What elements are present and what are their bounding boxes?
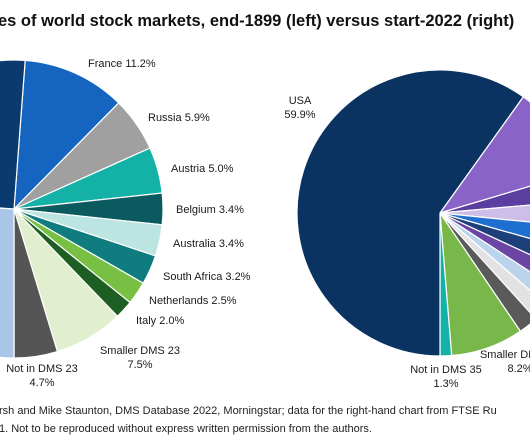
slice-label: Austria 5.0% xyxy=(171,163,234,175)
source-line: 1. Not to be reproduced without express … xyxy=(0,423,372,435)
slice-label: Belgium 3.4% xyxy=(176,204,244,216)
pie-slice xyxy=(13,59,120,211)
slice-label: South Africa 3.2% xyxy=(163,271,251,283)
slice-value: 59.9% xyxy=(284,109,315,121)
slice-name: Not in DMS 35 xyxy=(410,364,482,376)
pie-slice xyxy=(439,204,530,223)
slice-value: 8.2% xyxy=(507,363,530,375)
chart-title: es of world stock markets, end-1899 (lef… xyxy=(0,12,514,30)
slice-value: 7.5% xyxy=(127,359,152,371)
slice-value: 2.0% xyxy=(159,315,184,327)
pie-slice xyxy=(439,185,530,214)
slice-label: France 11.2% xyxy=(88,58,156,70)
slice-name: Smaller DMS 23 xyxy=(100,345,180,357)
slice-label: Smaller DMS 35 8.2% xyxy=(480,349,530,375)
slice-value: 1.3% xyxy=(433,378,458,390)
slice-name: Italy xyxy=(136,315,157,327)
pie-slice xyxy=(296,69,525,357)
slice-name: Austria xyxy=(171,163,206,175)
pie-slice xyxy=(438,95,530,215)
slice-label: Russia 5.9% xyxy=(148,112,210,124)
slice-value: 4.7% xyxy=(29,377,54,389)
slice-name: Smaller DMS 35 xyxy=(480,349,530,361)
slice-label: Australia 3.4% xyxy=(173,238,244,250)
slice-name: France xyxy=(88,58,122,70)
slice-name: USA xyxy=(289,95,312,107)
pie-slice xyxy=(0,59,26,210)
slice-value: 3.4% xyxy=(219,204,244,216)
slice-name: Not in DMS 23 xyxy=(6,363,78,375)
slice-name: Australia xyxy=(173,238,217,250)
source-line: rsh and Mike Staunton, DMS Database 2022… xyxy=(0,405,497,417)
slice-label: Netherlands 2.5% xyxy=(149,295,237,307)
slice-name: South Africa xyxy=(163,271,223,283)
slice-label: Not in DMS 35 1.3% xyxy=(410,364,482,390)
slice-label: Not in DMS 23 4.7% xyxy=(6,363,78,389)
pie-slice xyxy=(0,207,15,359)
slice-name: Netherlands xyxy=(149,295,209,307)
slice-value: 11.2% xyxy=(125,58,156,70)
slice-value: 3.4% xyxy=(219,238,244,250)
slice-label: Italy 2.0% xyxy=(136,315,185,327)
slice-name: Belgium xyxy=(176,204,216,216)
slice-label: Smaller DMS 23 7.5% xyxy=(100,345,180,371)
slice-label: USA 59.9% xyxy=(284,95,315,121)
slice-value: 2.5% xyxy=(211,295,236,307)
slice-name: Russia xyxy=(148,112,183,124)
slice-value: 3.2% xyxy=(225,271,250,283)
slice-value: 5.0% xyxy=(208,163,233,175)
slice-value: 5.9% xyxy=(185,112,210,124)
